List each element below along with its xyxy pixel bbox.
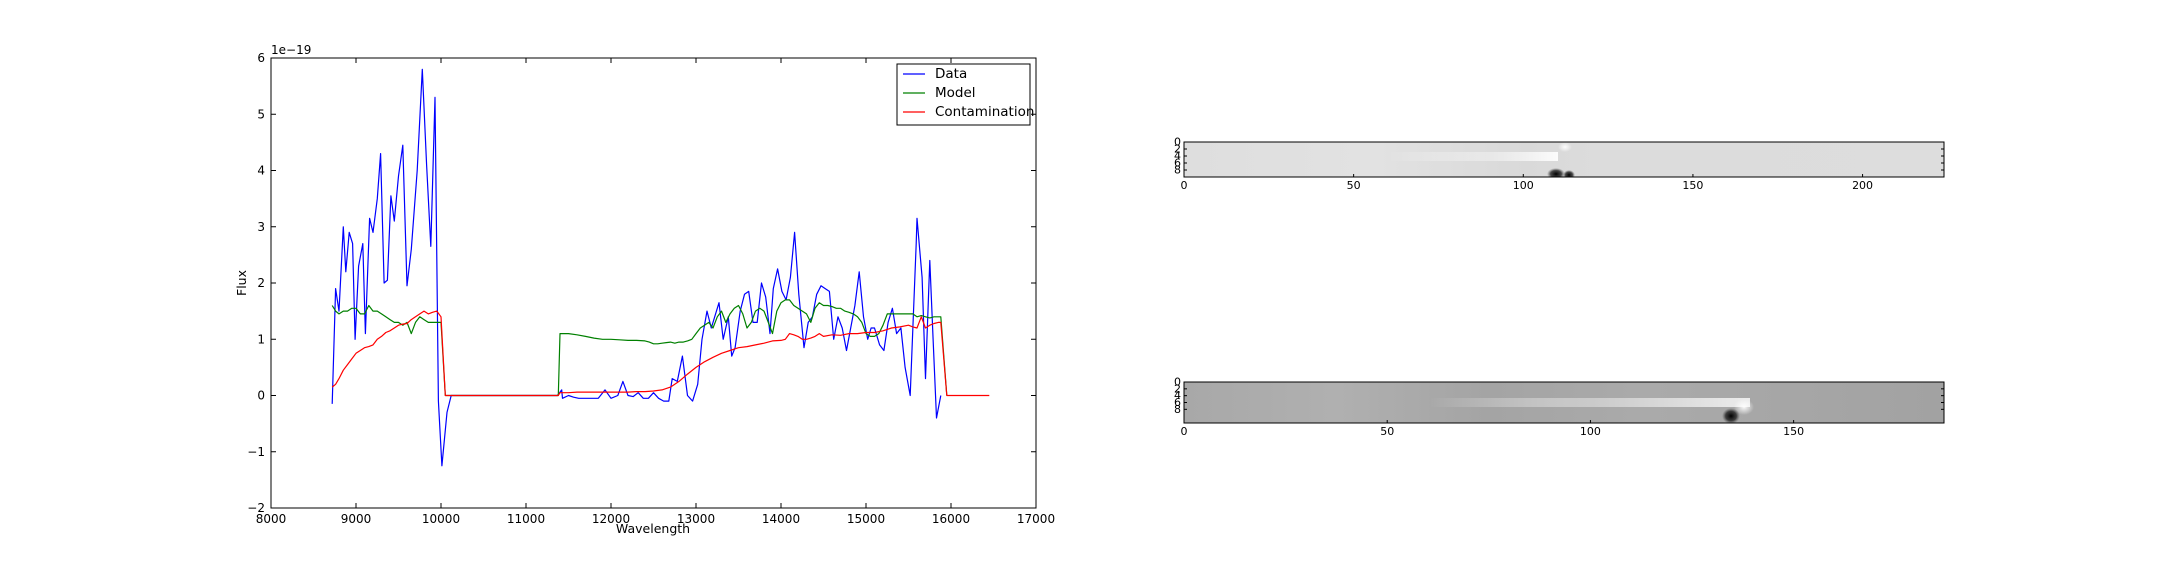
plot-background bbox=[271, 58, 1036, 508]
image-top-frame bbox=[1183, 141, 1945, 178]
series-line-contamination bbox=[331, 310, 990, 397]
legend-label-data: Data bbox=[935, 66, 967, 82]
image-y-tick-label: 4 bbox=[1174, 389, 1181, 402]
image-x-tick-label: 0 bbox=[1181, 179, 1188, 192]
image-x-tick-label: 200 bbox=[1852, 179, 1873, 192]
legend: Data Model Contamination bbox=[896, 63, 1034, 126]
image-x-tick-label: 0 bbox=[1181, 425, 1188, 438]
y-tick-label: −2 bbox=[247, 501, 265, 515]
x-tick-label: 16000 bbox=[932, 512, 970, 526]
image-bottom-streak bbox=[1430, 398, 1750, 407]
legend-entry-data: Data bbox=[903, 66, 967, 82]
y-tick-label: 2 bbox=[257, 276, 265, 290]
legend-label-contamination: Contamination bbox=[935, 104, 1034, 120]
spectrum-plot: 8000 9000 10000 11000 12000 13000 14000 15000 16… bbox=[234, 43, 1055, 536]
image-x-tick-label: 100 bbox=[1580, 425, 1601, 438]
y-tick-label: 3 bbox=[257, 220, 265, 234]
image-y-tick-label: 2 bbox=[1174, 143, 1181, 156]
y-tick-label: 1 bbox=[257, 332, 265, 346]
image-bottom-x-ticks: 0 50 100 150 bbox=[1181, 420, 1804, 438]
image-bottom-light-feature bbox=[1734, 399, 1754, 415]
image-top-dark-feature-2 bbox=[1563, 170, 1575, 177]
legend-label-model: Model bbox=[935, 85, 976, 101]
x-tick-label: 10000 bbox=[422, 512, 460, 526]
x-tick-label: 13000 bbox=[677, 512, 715, 526]
image-y-tick-label: 8 bbox=[1174, 403, 1181, 416]
series-lines bbox=[331, 68, 990, 467]
x-tick-label: 8000 bbox=[256, 512, 287, 526]
legend-entry-contamination: Contamination bbox=[903, 104, 1034, 120]
y-axis-label: Flux bbox=[234, 270, 249, 296]
x-tick-label: 14000 bbox=[762, 512, 800, 526]
image-y-tick-label: 6 bbox=[1174, 396, 1181, 409]
plot-frame bbox=[270, 57, 1037, 509]
y-tick-label: 0 bbox=[257, 389, 265, 403]
y-tick-label: 4 bbox=[257, 164, 265, 178]
image-bottom-dark-feature bbox=[1722, 408, 1740, 423]
x-tick-label: 11000 bbox=[507, 512, 545, 526]
image-y-tick-label: 2 bbox=[1174, 382, 1181, 395]
series-line-data bbox=[331, 68, 942, 467]
x-tick-label: 9000 bbox=[341, 512, 372, 526]
image-x-tick-label: 150 bbox=[1682, 179, 1703, 192]
y-tick-label: 6 bbox=[257, 51, 265, 65]
image-top-streak bbox=[1388, 152, 1558, 161]
image-x-tick-label: 150 bbox=[1783, 425, 1804, 438]
image-x-tick-label: 50 bbox=[1380, 425, 1394, 438]
offset-text: 1e−19 bbox=[271, 43, 311, 57]
image-x-tick-label: 100 bbox=[1513, 179, 1534, 192]
legend-entry-model: Model bbox=[903, 85, 976, 101]
x-axis-label: Wavelength bbox=[616, 521, 690, 536]
image-y-tick-label: 4 bbox=[1174, 150, 1181, 163]
x-tick-label: 15000 bbox=[847, 512, 885, 526]
image-top-dark-feature-1 bbox=[1547, 168, 1565, 177]
image-y-tick-label: 0 bbox=[1174, 376, 1181, 389]
x-tick-label: 17000 bbox=[1017, 512, 1055, 526]
image-y-tick-label: 0 bbox=[1174, 136, 1181, 149]
image-y-tick-label: 6 bbox=[1174, 157, 1181, 170]
y-tick-label: 5 bbox=[257, 107, 265, 121]
x-ticks: 8000 9000 10000 11000 12000 13000 14000 15000 16… bbox=[256, 58, 1055, 526]
image-x-tick-label: 50 bbox=[1347, 179, 1361, 192]
image-y-tick-label: 8 bbox=[1174, 164, 1181, 177]
image-top-light-feature bbox=[1558, 142, 1572, 152]
image-top-x-ticks: 0 50 100 150 200 bbox=[1181, 174, 1873, 192]
y-ticks: −2 −1 0 1 2 3 4 5 6 bbox=[247, 51, 1036, 515]
series-line-model bbox=[331, 299, 948, 397]
y-tick-label: −1 bbox=[247, 445, 265, 459]
x-tick-label: 12000 bbox=[592, 512, 630, 526]
